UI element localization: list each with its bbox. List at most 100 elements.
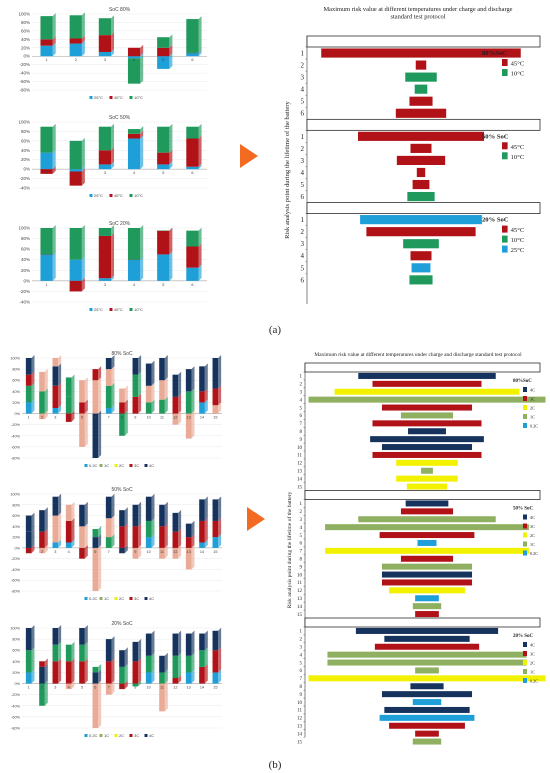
bar-segment-side — [31, 512, 35, 532]
bar-segment-side — [191, 366, 195, 392]
bar-segment-side — [178, 675, 182, 684]
y-tick-label: -20% — [11, 693, 20, 697]
bar-segment-side — [31, 647, 35, 673]
legend-label: 0.2C — [89, 733, 98, 738]
risk-bar — [370, 436, 484, 443]
bar-segment — [98, 228, 112, 236]
bar-segment — [65, 542, 72, 548]
bar-segment — [199, 633, 205, 651]
bar-segment-side — [81, 168, 85, 186]
bar-segment — [199, 520, 205, 543]
legend-swatch — [523, 514, 527, 520]
bar-segment — [52, 661, 59, 684]
bar-segment-side — [71, 539, 75, 548]
bar-segment — [172, 396, 179, 414]
risk-bar — [374, 643, 480, 650]
bar-segment-side — [111, 515, 115, 538]
bar-segment-side — [198, 264, 202, 281]
risk-bar — [327, 659, 527, 666]
y-tick-label: 20% — [21, 157, 30, 162]
bar-segment-side — [218, 517, 222, 538]
legend-swatch — [502, 59, 508, 66]
bar-segment-side — [44, 544, 48, 554]
y-tick-label: 20% — [21, 268, 30, 273]
bar-segment-side — [140, 256, 144, 261]
y-tick-label: 15 — [297, 613, 303, 618]
bar-segment-side — [71, 374, 75, 397]
bar-segment-side — [31, 669, 35, 684]
bar-segment — [172, 547, 179, 559]
bar-segment — [92, 547, 99, 591]
legend-swatch — [89, 308, 93, 311]
section-label: 20% SoC — [482, 217, 509, 224]
y-tick-label: 80% — [12, 368, 20, 372]
bar-segment-side — [71, 410, 75, 422]
legend-swatch — [502, 245, 508, 253]
y-tick-label: 13 — [297, 725, 303, 730]
legend-label: 1C — [530, 415, 535, 420]
bar-segment-side — [111, 123, 115, 151]
x-tick-label: 1 — [28, 550, 30, 554]
legend-swatch — [523, 651, 527, 656]
bar-segment-side — [124, 507, 128, 527]
bar-segment-side — [81, 225, 85, 260]
y-tick-label: 20% — [12, 536, 20, 540]
bar-segment-side — [52, 36, 56, 46]
bar-segment-side — [84, 377, 88, 403]
bar-segment — [185, 413, 192, 439]
bar-segment — [145, 402, 152, 414]
y-axis-label: Risk analysis point during the lifetime … — [284, 100, 291, 238]
risk-bar — [379, 714, 475, 721]
section-header-box — [304, 490, 541, 500]
bar-segment-side — [111, 658, 115, 684]
bar-segment-side — [164, 669, 168, 684]
section-label: 50% SoC — [482, 133, 509, 140]
y-tick-label: 0% — [15, 412, 21, 416]
y-tick-label: 1 — [301, 133, 305, 141]
bar-segment-side — [111, 382, 115, 408]
bar-segment — [25, 547, 32, 554]
x-tick-label: 3 — [104, 171, 106, 175]
bar-segment-side — [98, 544, 102, 591]
bar-segment — [132, 358, 139, 375]
bar-segment — [92, 380, 99, 414]
bar-segment — [212, 650, 219, 673]
legend-swatch — [129, 597, 133, 600]
y-tick-label: 7 — [300, 550, 303, 555]
x-tick-label: 2 — [75, 58, 77, 62]
y-tick-label: 2 — [300, 510, 303, 515]
chart-a_left_20: SoC 20% 100% 80% 60% 40% 20% 0% -20% -40% 1 2 3 4 5 6 2… — [18, 221, 207, 312]
y-tick-label: -80% — [11, 457, 20, 461]
bar-segment — [92, 529, 99, 538]
bar-segment-side — [124, 399, 128, 414]
bar-segment — [52, 644, 59, 662]
x-tick-label: 7 — [108, 416, 110, 420]
bar-segment — [105, 639, 112, 662]
bar-segment — [185, 523, 192, 538]
bar-segment-side — [204, 539, 208, 548]
bar-segment — [157, 47, 170, 57]
bar-segment-side — [140, 53, 144, 59]
y-tick-label: 10 — [297, 446, 303, 451]
y-tick-label: 60% — [21, 247, 30, 252]
bar-segment — [186, 138, 199, 167]
y-tick-label: 60% — [12, 649, 20, 653]
bar-segment — [92, 666, 99, 673]
legend-label: 0.2C — [89, 463, 98, 468]
bar-segment — [172, 531, 179, 548]
bar-segment — [40, 254, 53, 281]
bar-segment — [186, 19, 199, 53]
bar-segment-side — [204, 663, 208, 684]
y-tick-label: 5 — [301, 264, 305, 272]
bar-segment — [185, 633, 192, 656]
y-tick-label: -20% — [11, 557, 20, 561]
x-tick-label: 1 — [46, 283, 48, 287]
chart-title: Maximum risk value at different temperat… — [324, 6, 513, 13]
y-tick-label: 40% — [12, 525, 20, 529]
risk-bar — [389, 722, 465, 729]
bar-segment-side — [178, 393, 182, 414]
bar-segment-side — [169, 227, 173, 255]
x-tick-label: 7 — [108, 686, 110, 690]
bar-segment — [25, 531, 32, 548]
x-tick-label: 1 — [46, 171, 48, 175]
